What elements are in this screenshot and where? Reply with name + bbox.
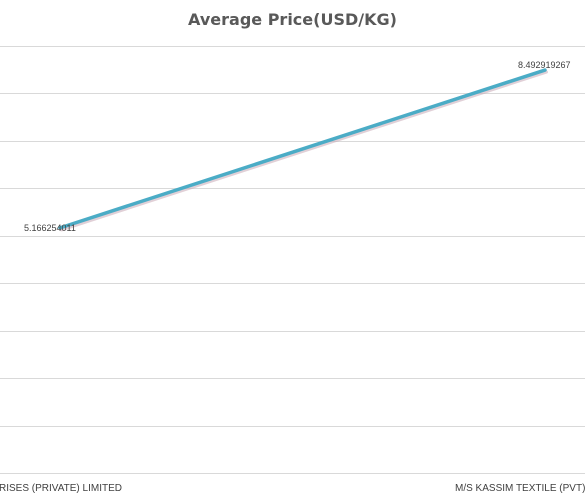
series-line-shadow bbox=[60, 70, 548, 232]
chart-title: Average Price(USD/KG) bbox=[188, 10, 397, 29]
category-label: ENTERPRISES (PRIVATE) LIMITED bbox=[0, 483, 122, 494]
data-label: 5.166254011 bbox=[24, 223, 76, 233]
category-labels: ENTERPRISES (PRIVATE) LIMITED M/S KASSIM … bbox=[0, 483, 585, 494]
category-label: M/S KASSIM TEXTILE (PVT) LTD bbox=[455, 483, 585, 494]
data-labels: 5.166254011 8.492919267 bbox=[24, 60, 571, 233]
series-line bbox=[58, 68, 547, 230]
series-group bbox=[58, 68, 548, 232]
gridlines bbox=[0, 46, 585, 474]
data-label: 8.492919267 bbox=[518, 60, 571, 70]
